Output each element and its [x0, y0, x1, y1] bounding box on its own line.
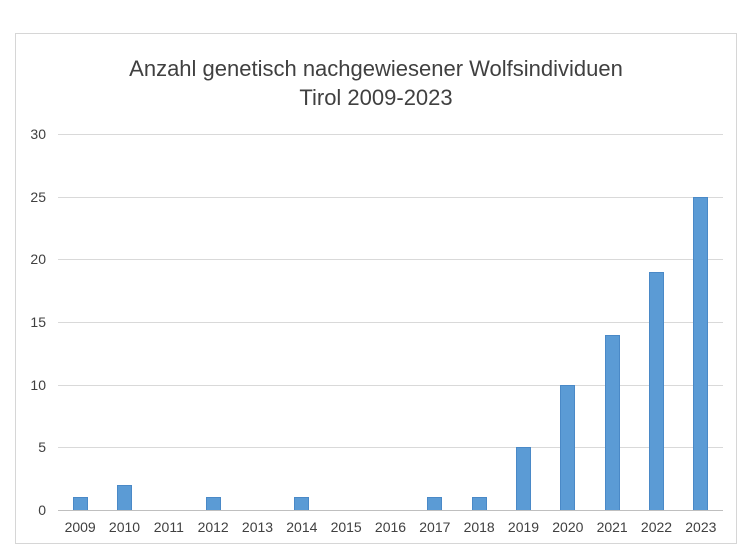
bar-2018 — [471, 497, 487, 510]
bar-2020 — [560, 384, 576, 510]
y-axis-label-30: 30 — [30, 126, 46, 142]
x-axis-line — [58, 510, 723, 511]
x-axis-label-2018: 2018 — [463, 519, 495, 535]
y-axis-label-10: 10 — [30, 376, 46, 393]
y-axis-label-20: 20 — [30, 251, 46, 268]
x-axis-label-2020: 2020 — [552, 519, 584, 535]
plot-area: 0 5 10 15 20 25 30 2009 2010 2011 2012 2013 2014 2015… — [30, 126, 723, 535]
bar-2023 — [693, 196, 709, 510]
x-axis-label-2009: 2009 — [64, 519, 96, 535]
bar-2010 — [117, 484, 132, 510]
y-axis-label-15: 15 — [30, 314, 46, 330]
x-axis-label-2017: 2017 — [419, 519, 451, 535]
gridline-10 — [58, 384, 723, 386]
x-axis-label-2010: 2010 — [108, 519, 141, 535]
gridline-20 — [58, 259, 723, 261]
chart-frame: Anzahl genetisch nachgewiesener Wolfsind… — [15, 33, 737, 544]
gridline-15 — [58, 322, 723, 323]
bar-2012 — [205, 497, 221, 510]
bar-2019 — [516, 447, 531, 510]
chart-title-line-1: Anzahl genetisch nachgewiesener Wolfsind… — [129, 56, 623, 81]
bar-2022 — [649, 271, 664, 510]
y-axis-label-5: 5 — [38, 439, 46, 456]
x-axis-label-2021: 2021 — [596, 519, 628, 535]
x-axis-label-2023: 2023 — [685, 519, 717, 535]
chart-title: Anzahl genetisch nachgewiesener Wolfsind… — [16, 54, 736, 112]
gridline-30 — [58, 134, 723, 135]
y-axis-label-25: 25 — [30, 188, 46, 205]
y-axis-label-0: 0 — [38, 502, 46, 518]
bar-2009 — [72, 497, 88, 510]
gridline-5 — [58, 447, 723, 449]
x-axis-label-2015: 2015 — [330, 519, 362, 535]
gridline-25 — [58, 196, 723, 198]
x-axis-label-2011: 2011 — [153, 519, 184, 535]
x-axis-label-2013: 2013 — [241, 519, 274, 535]
x-axis-label-2022: 2022 — [640, 519, 673, 535]
x-axis-label-2012: 2012 — [197, 519, 229, 535]
x-axis-label-2019: 2019 — [507, 519, 540, 535]
chart-title-line-2: Tirol 2009-2023 — [299, 85, 453, 110]
x-axis-label-2014: 2014 — [286, 519, 318, 535]
x-axis-label-2016: 2016 — [374, 519, 407, 535]
bar-2017 — [427, 497, 443, 510]
bar-2021 — [604, 334, 620, 510]
bar-2014 — [294, 497, 310, 510]
